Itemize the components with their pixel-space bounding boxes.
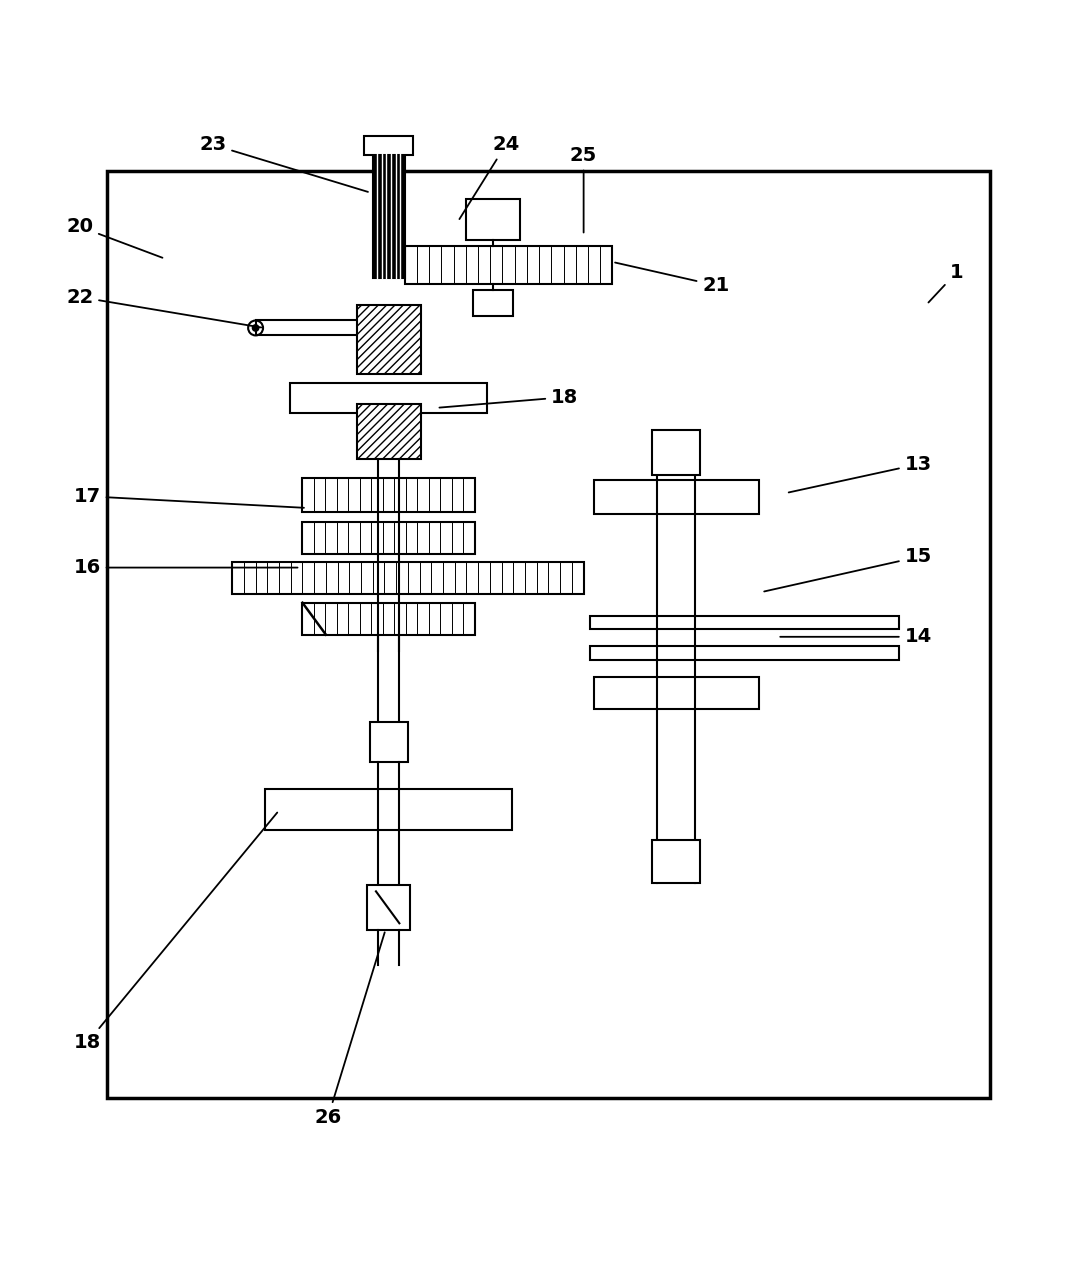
Bar — [232, 562, 584, 594]
Text: 26: 26 — [314, 932, 384, 1126]
Bar — [256, 320, 373, 335]
Bar — [302, 522, 475, 554]
Bar — [364, 136, 413, 155]
Bar — [367, 884, 410, 929]
Text: 21: 21 — [616, 262, 730, 294]
Bar — [357, 403, 421, 460]
Bar — [370, 722, 408, 763]
Text: 17: 17 — [73, 486, 304, 508]
Text: 14: 14 — [781, 627, 932, 646]
Text: 16: 16 — [73, 558, 297, 577]
Text: 15: 15 — [765, 548, 932, 591]
Bar — [473, 289, 513, 316]
Bar — [594, 480, 758, 515]
Text: 23: 23 — [199, 136, 368, 192]
Text: 24: 24 — [459, 136, 520, 219]
Text: 20: 20 — [66, 218, 163, 257]
Text: 18: 18 — [440, 388, 578, 407]
Text: 25: 25 — [570, 146, 597, 233]
Bar — [590, 616, 899, 630]
Text: 18: 18 — [73, 813, 277, 1052]
Text: 13: 13 — [789, 454, 932, 493]
Circle shape — [252, 325, 259, 332]
Bar — [466, 200, 520, 239]
Bar — [594, 677, 758, 709]
Bar — [590, 646, 899, 660]
Bar — [265, 788, 512, 829]
Text: 1: 1 — [929, 264, 963, 302]
Bar — [302, 603, 475, 635]
Bar — [652, 840, 701, 883]
Bar — [373, 150, 405, 278]
Bar — [652, 430, 701, 475]
Bar — [357, 305, 421, 374]
Bar — [405, 246, 612, 284]
Bar — [290, 383, 487, 413]
Bar — [106, 172, 990, 1098]
Text: 22: 22 — [66, 288, 261, 328]
Bar — [302, 479, 475, 512]
